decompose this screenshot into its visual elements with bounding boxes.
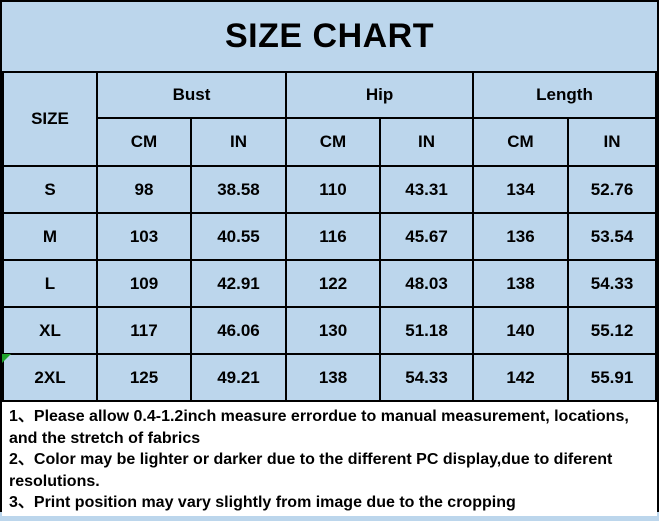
hip-in-cell: 48.03 — [378, 259, 475, 308]
bust-cm-cell: 125 — [96, 353, 192, 402]
bust-cm-header: CM — [96, 117, 192, 167]
length-cm-cell: 134 — [472, 165, 570, 214]
length-cm-cell: 138 — [472, 259, 570, 308]
bust-cm-cell: 103 — [96, 212, 192, 261]
bust-group-header: Bust — [96, 71, 287, 119]
size-table: SIZE Bust Hip Length CM IN CM IN CM IN S… — [2, 71, 657, 402]
hip-in-header: IN — [378, 117, 475, 167]
size-cell: 2XL — [2, 353, 98, 402]
hip-in-cell: 43.31 — [378, 165, 475, 214]
length-in-header: IN — [567, 117, 657, 167]
size-cell: L — [2, 259, 98, 308]
hip-group-header: Hip — [284, 71, 475, 119]
hip-in-cell: 45.67 — [378, 212, 475, 261]
length-group-header: Length — [472, 71, 657, 119]
bust-in-cell: 38.58 — [190, 165, 287, 214]
bust-in-cell: 49.21 — [190, 353, 287, 402]
hip-cm-cell: 138 — [285, 353, 381, 402]
length-cm-cell: 140 — [472, 306, 570, 355]
length-cm-cell: 142 — [472, 353, 570, 402]
bust-cm-cell: 98 — [96, 165, 192, 214]
size-cell: S — [2, 165, 98, 214]
table-row-m: M 103 40.55 116 45.67 136 53.54 — [2, 212, 657, 261]
table-row-l: L 109 42.91 122 48.03 138 54.33 — [2, 259, 657, 308]
length-in-cell: 55.12 — [567, 306, 657, 355]
page-title: SIZE CHART — [225, 17, 434, 55]
hip-cm-header: CM — [285, 117, 381, 167]
bust-in-cell: 40.55 — [190, 212, 287, 261]
length-in-cell: 54.33 — [567, 259, 657, 308]
size-column-header: SIZE — [2, 71, 98, 167]
bust-in-cell: 46.06 — [190, 306, 287, 355]
bust-cm-cell: 117 — [96, 306, 192, 355]
bust-in-cell: 42.91 — [190, 259, 287, 308]
hip-cm-cell: 122 — [285, 259, 381, 308]
table-unit-header-row: CM IN CM IN CM IN — [3, 117, 657, 167]
length-in-cell: 55.91 — [567, 353, 657, 402]
bust-in-header: IN — [190, 117, 287, 167]
size-cell: M — [2, 212, 98, 261]
title-bar: SIZE CHART — [2, 2, 657, 71]
hip-cm-cell: 110 — [285, 165, 381, 214]
hip-in-cell: 51.18 — [378, 306, 475, 355]
note-print-position: 3、Print position may vary slightly from … — [9, 494, 516, 511]
bust-cm-cell: 109 — [96, 259, 192, 308]
length-in-cell: 53.54 — [567, 212, 657, 261]
length-cm-header: CM — [472, 117, 570, 167]
green-corner-marker — [2, 354, 11, 363]
table-row-xl: XL 117 46.06 130 51.18 140 55.12 — [2, 306, 657, 355]
hip-in-cell: 54.33 — [378, 353, 475, 402]
size-cell: XL — [2, 306, 98, 355]
length-in-cell: 52.76 — [567, 165, 657, 214]
hip-cm-cell: 116 — [285, 212, 381, 261]
table-row-s: S 98 38.58 110 43.31 134 52.76 — [2, 165, 657, 214]
note-color-difference: 2、Color may be lighter or darker due to … — [9, 451, 613, 490]
notes-section: 1、Please allow 0.4-1.2inch measure error… — [2, 402, 657, 516]
length-cm-cell: 136 — [472, 212, 570, 261]
table-row-2xl: 2XL 125 49.21 138 54.33 142 55.91 — [2, 353, 657, 402]
note-measure-error: 1、Please allow 0.4-1.2inch measure error… — [9, 408, 629, 447]
hip-cm-cell: 130 — [285, 306, 381, 355]
table-group-header-row: SIZE Bust Hip Length — [2, 71, 657, 167]
